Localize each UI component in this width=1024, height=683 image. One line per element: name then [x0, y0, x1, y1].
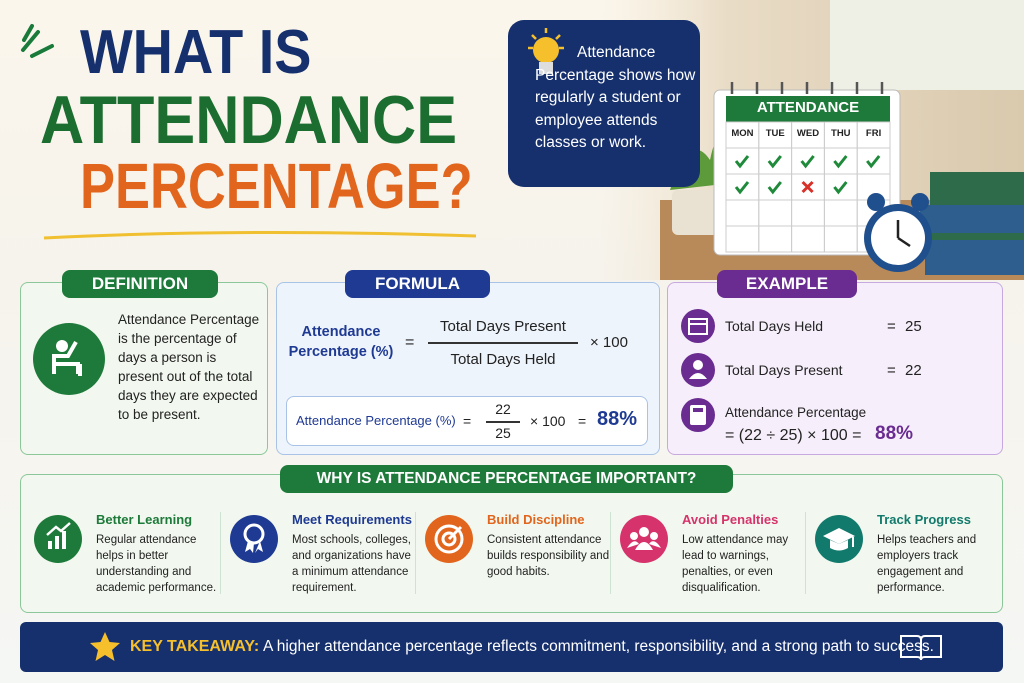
example-result: 88%: [875, 423, 914, 444]
item-text: Most schools, colleges, and organization…: [292, 534, 411, 594]
title-line: PERCENTAGE?: [80, 150, 473, 222]
worked-multiplier: × 100: [530, 413, 566, 429]
calendar-mark: [734, 181, 750, 195]
calendar-mark: [833, 181, 848, 195]
importance-title: WHY IS ATTENDANCE PERCENTAGE IMPORTANT?: [280, 465, 733, 493]
item-icon: [34, 515, 82, 563]
item-title: Build Discipline: [487, 512, 585, 527]
example-panel: [667, 282, 1003, 455]
separator: [220, 512, 221, 594]
calendar-mark: [767, 181, 782, 195]
example-calc-expression: = (22 ÷ 25) × 100 =: [725, 427, 862, 444]
item-text: Regular attendance helps in better under…: [96, 534, 217, 594]
calendar-mark: [767, 155, 782, 169]
worked-example: [286, 396, 648, 446]
worked-result: 88%: [597, 408, 638, 430]
worked-equals: =: [578, 413, 587, 429]
item-text: Low attendance may lead to warnings, pen…: [682, 534, 789, 594]
item-icon: [425, 515, 473, 563]
calendar-day: TUE: [765, 128, 785, 139]
underline: [43, 230, 477, 240]
calendar-title: ATTENDANCE: [756, 99, 860, 116]
item-text: Consistent attendance builds responsibil…: [487, 534, 610, 578]
calendar-day: THU: [831, 128, 851, 139]
formula-denominator: Total Days Held: [450, 351, 556, 368]
fraction-bar: [428, 342, 578, 344]
calendar-mark: [866, 155, 881, 169]
bulb-icon: [528, 28, 564, 74]
student-icon: [33, 323, 105, 395]
separator: [415, 512, 416, 594]
definition-title: DEFINITION: [62, 270, 218, 298]
example-equals: =: [887, 362, 896, 379]
intro-text: Attendance Percentage shows how regularl…: [535, 44, 696, 151]
item-title: Meet Requirements: [292, 512, 412, 527]
item-icon: [620, 515, 668, 563]
item-text: Helps teachers and employers track engag…: [877, 534, 977, 594]
calendar-day: WED: [796, 128, 820, 139]
formula-numerator: Total Days Present: [440, 318, 566, 335]
example-value: 22: [905, 362, 922, 379]
example-title: EXAMPLE: [717, 270, 857, 298]
example-calc-label: Attendance Percentage: [725, 405, 867, 420]
calendar-mark: [833, 155, 848, 169]
formula-title: FORMULA: [345, 270, 490, 298]
separator: [805, 512, 806, 594]
example-value: 25: [905, 318, 922, 335]
example-label: Total Days Held: [725, 318, 824, 334]
takeaway-label: KEY TAKEAWAY:: [130, 638, 260, 655]
item-icon: [815, 515, 863, 563]
item-icon: [230, 515, 278, 563]
example-label: Total Days Present: [725, 362, 843, 378]
formula-equals: =: [405, 334, 415, 351]
book-icon: [900, 635, 942, 661]
formula-lhs: Attendance Percentage (%): [288, 324, 394, 360]
fraction-bar: [486, 421, 520, 423]
calendar-mark: [800, 155, 815, 169]
definition-text: Attendance Percentage is the percentage …: [118, 312, 260, 422]
takeaway-bar: [20, 622, 1003, 672]
item-title: Avoid Penalties: [682, 512, 779, 527]
title-line: WHAT IS: [80, 18, 312, 87]
worked-denominator: 25: [495, 425, 511, 441]
formula-multiplier: × 100: [590, 334, 628, 351]
calendar-day: MON: [731, 128, 754, 139]
calendar-mark: [801, 180, 814, 194]
example-icons: [681, 309, 715, 432]
example-equals: =: [887, 318, 896, 335]
calendar: [713, 82, 932, 272]
worked-lhs: Attendance Percentage (%): [296, 413, 456, 428]
worked-numerator: 22: [495, 401, 511, 417]
calendar-day: FRI: [865, 128, 882, 139]
worked-equals: =: [463, 413, 472, 429]
calendar-mark: [734, 155, 750, 169]
star-icon: [90, 632, 120, 661]
item-title: Track Progress: [877, 512, 971, 527]
item-title: Better Learning: [96, 512, 193, 527]
accent-marks: [21, 24, 54, 58]
takeaway-text: A higher attendance percentage reflects …: [263, 638, 934, 655]
title-line: ATTENDANCE: [40, 82, 458, 158]
separator: [610, 512, 611, 594]
calendar-days: MON TUE WED THU FRI: [726, 128, 890, 139]
